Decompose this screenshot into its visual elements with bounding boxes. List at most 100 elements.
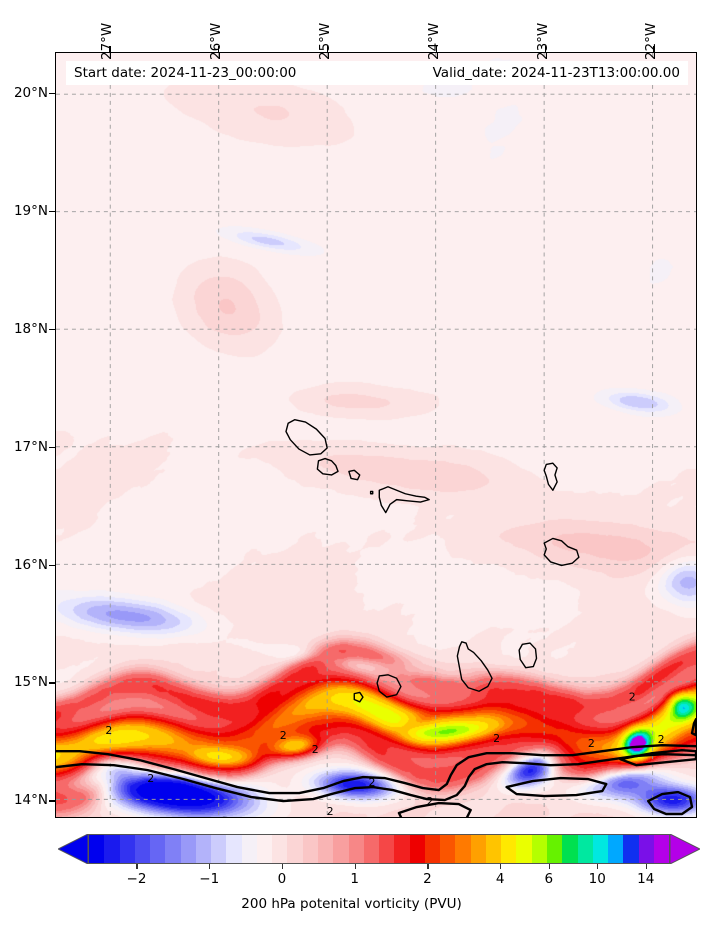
colorbar-under-arrow (58, 834, 88, 864)
pv-contour-line (505, 776, 608, 798)
colorbar-tick-label: 6 (544, 871, 554, 887)
colorbar-tick-label: −2 (126, 871, 147, 887)
y-axis-tick-label: 18°N (13, 320, 48, 337)
colorbar-tick-label: −1 (199, 871, 220, 887)
colorbar-swatch (501, 835, 517, 863)
contour-inline-label: 2 (588, 737, 595, 750)
contour-inline-label: 2 (105, 724, 112, 737)
coastline-maio (518, 642, 538, 669)
colorbar-swatch (348, 835, 364, 863)
coastline-santo-antao (285, 419, 328, 456)
colorbar-swatch (287, 835, 303, 863)
colorbar-swatch (272, 835, 288, 863)
y-axis-tick-label: 16°N (13, 556, 48, 573)
colorbar-swatch (119, 835, 135, 863)
start-date-label: Start date: 2024-11-23_00:00:00 (74, 65, 297, 81)
colorbar-swatch (516, 835, 532, 863)
colorbar-swatch (592, 835, 609, 863)
colorbar-swatch (470, 835, 486, 863)
colorbar[interactable]: −2 −1 0 1 2 4 6 10 14 (58, 832, 700, 887)
coastline-brava (353, 691, 364, 703)
colorbar-swatch (379, 835, 395, 863)
colorbar-tick-mark (548, 864, 550, 869)
contour-inline-label: 2 (369, 776, 376, 789)
pv-contour-line (646, 790, 694, 816)
colorbar-swatch (241, 835, 257, 863)
colorbar-caption: 200 hPa potenital vorticity (PVU) (241, 896, 462, 912)
colorbar-swatch (562, 835, 578, 863)
colorbar-tick-label: 1 (350, 871, 360, 887)
colorbar-gradient (88, 834, 670, 864)
valid-date-label: Valid_date: 2024-11-23T13:00:00.00 (432, 65, 680, 81)
coastline-boa-vista (543, 537, 580, 567)
contour-inline-label: 2 (493, 732, 500, 745)
colorbar-ticks: −2 −1 0 1 2 4 6 10 14 (88, 864, 670, 894)
contour-inline-label: 2 (312, 743, 319, 756)
pv-contour-line (56, 743, 696, 795)
colorbar-tick-mark (427, 864, 429, 869)
pv-contour-line (690, 718, 696, 737)
colorbar-over-arrow (670, 834, 700, 864)
colorbar-swatch (226, 835, 242, 863)
coastline-sao-vicente (316, 457, 339, 476)
colorbar-swatch (608, 835, 624, 863)
pv-contour-line (56, 752, 696, 803)
contour-inline-label: 2 (426, 795, 433, 808)
colorbar-swatch (546, 835, 563, 863)
coastline-and-contour-overlay: 2 2 2 2 2 2 2 2 2 2 2 (56, 419, 696, 817)
colorbar-tick-mark (209, 864, 211, 869)
coastline-sao-nicolau (378, 486, 430, 514)
colorbar-swatch (577, 835, 593, 863)
colorbar-swatch (195, 835, 212, 863)
colorbar-tick-label: 2 (423, 871, 432, 887)
coastline-santiago (456, 641, 493, 692)
colorbar-swatch (531, 835, 547, 863)
contour-inline-label: 2 (629, 690, 636, 703)
colorbar-tick-mark (281, 864, 284, 869)
y-axis-tick-label: 19°N (13, 203, 48, 220)
colorbar-tick-mark (136, 864, 138, 869)
colorbar-tick-mark (354, 864, 356, 869)
contour-inline-label: 2 (147, 772, 154, 785)
contour-inline-label: 2 (327, 805, 334, 817)
colorbar-tick-label: 4 (495, 871, 505, 887)
colorbar-swatch (180, 835, 196, 863)
colorbar-swatch (653, 835, 669, 863)
colorbar-swatch (409, 835, 425, 863)
colorbar-swatch (440, 835, 456, 863)
colorbar-tick-label: 0 (277, 871, 287, 887)
colorbar-swatch (485, 835, 502, 863)
colorbar-swatch (455, 835, 471, 863)
colorbar-swatch (104, 835, 120, 863)
colorbar-swatch (638, 835, 654, 863)
colorbar-tick-mark (500, 864, 502, 869)
pv-contour-line (619, 748, 696, 767)
colorbar-swatch (424, 835, 441, 863)
colorbar-swatch (302, 835, 318, 863)
coastline-santa-luzia (348, 469, 361, 481)
contour-inline-label: 2 (658, 733, 665, 746)
colorbar-swatch (256, 835, 273, 863)
colorbar-swatch (623, 835, 639, 863)
colorbar-tick-label: 10 (588, 871, 606, 887)
y-axis-tick-label: 15°N (13, 674, 48, 691)
colorbar-tick-mark (597, 864, 599, 869)
colorbar-swatch (150, 835, 166, 863)
colorbar-tick-label: 14 (637, 871, 655, 887)
colorbar-swatch (394, 835, 410, 863)
coastline-raso (369, 490, 374, 495)
potential-vorticity-field (56, 53, 696, 817)
colorbar-swatch (89, 835, 105, 863)
y-axis-tick-label: 14°N (13, 792, 48, 809)
colorbar-swatch (317, 835, 334, 863)
y-axis-tick-label: 20°N (13, 85, 48, 102)
coastline-fogo (376, 674, 402, 698)
contour-inline-label: 2 (280, 729, 287, 742)
info-banner: Start date: 2024-11-23_00:00:00 Valid_da… (66, 61, 688, 85)
map-plot-area[interactable]: 2 2 2 2 2 2 2 2 2 2 2 Start date: 2024-11-23_00:00… (55, 52, 697, 818)
colorbar-tick-mark (645, 864, 647, 869)
colorbar-swatch (134, 835, 151, 863)
colorbar-swatch (333, 835, 349, 863)
coastline-sal (543, 462, 558, 491)
